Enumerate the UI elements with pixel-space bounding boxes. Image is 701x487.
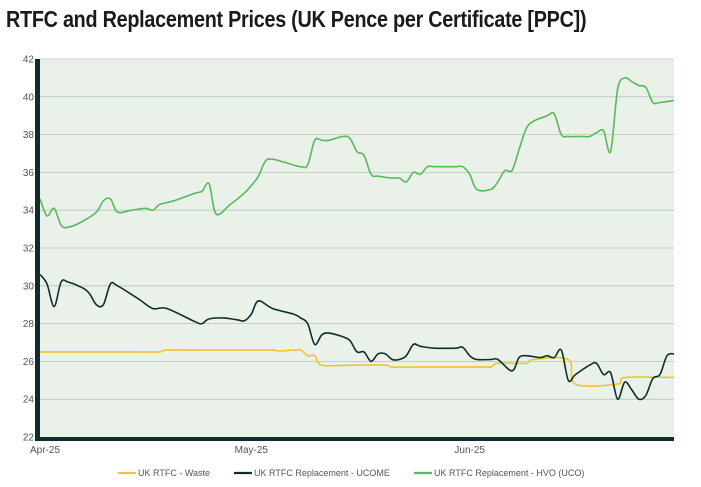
x-axis-line [35, 437, 674, 441]
legend-label: UK RTFC Replacement - UCOME [254, 468, 390, 478]
x-tick-label: May-25 [235, 445, 269, 456]
legend-label: UK RTFC Replacement - HVO (UCO) [434, 468, 584, 478]
y-tick-label: 30 [23, 281, 35, 292]
axes [35, 59, 674, 441]
x-tick-label: Jun-25 [454, 445, 485, 456]
y-tick-label: 22 [23, 433, 35, 444]
y-tick-label: 34 [23, 206, 35, 217]
y-tick-label: 26 [23, 357, 35, 368]
legend: UK RTFC - Waste UK RTFC Replacement - UCO… [118, 468, 584, 478]
y-axis-ticks: 22 24 26 28 30 32 34 36 38 40 42 [23, 55, 35, 444]
legend-label: UK RTFC - Waste [138, 468, 210, 478]
y-tick-label: 36 [23, 168, 35, 179]
chart-title: RTFC and Replacement Prices (UK Pence pe… [6, 6, 587, 32]
series-line-3 [39, 76, 675, 229]
y-tick-label: 42 [23, 55, 35, 66]
y-tick-label: 40 [23, 92, 35, 103]
y-axis-line [35, 59, 40, 441]
y-tick-label: 28 [23, 319, 35, 330]
x-axis-ticks: Apr-25 May-25 Jun-25 [30, 445, 485, 456]
x-tick-label: Apr-25 [30, 445, 60, 456]
y-tick-label: 38 [23, 130, 35, 141]
y-tick-label: 32 [23, 244, 35, 255]
series-lines [39, 76, 675, 401]
series-line-2 [39, 273, 675, 401]
gridlines [40, 58, 674, 400]
series-line-1 [40, 348, 675, 387]
y-tick-label: 24 [23, 395, 35, 406]
